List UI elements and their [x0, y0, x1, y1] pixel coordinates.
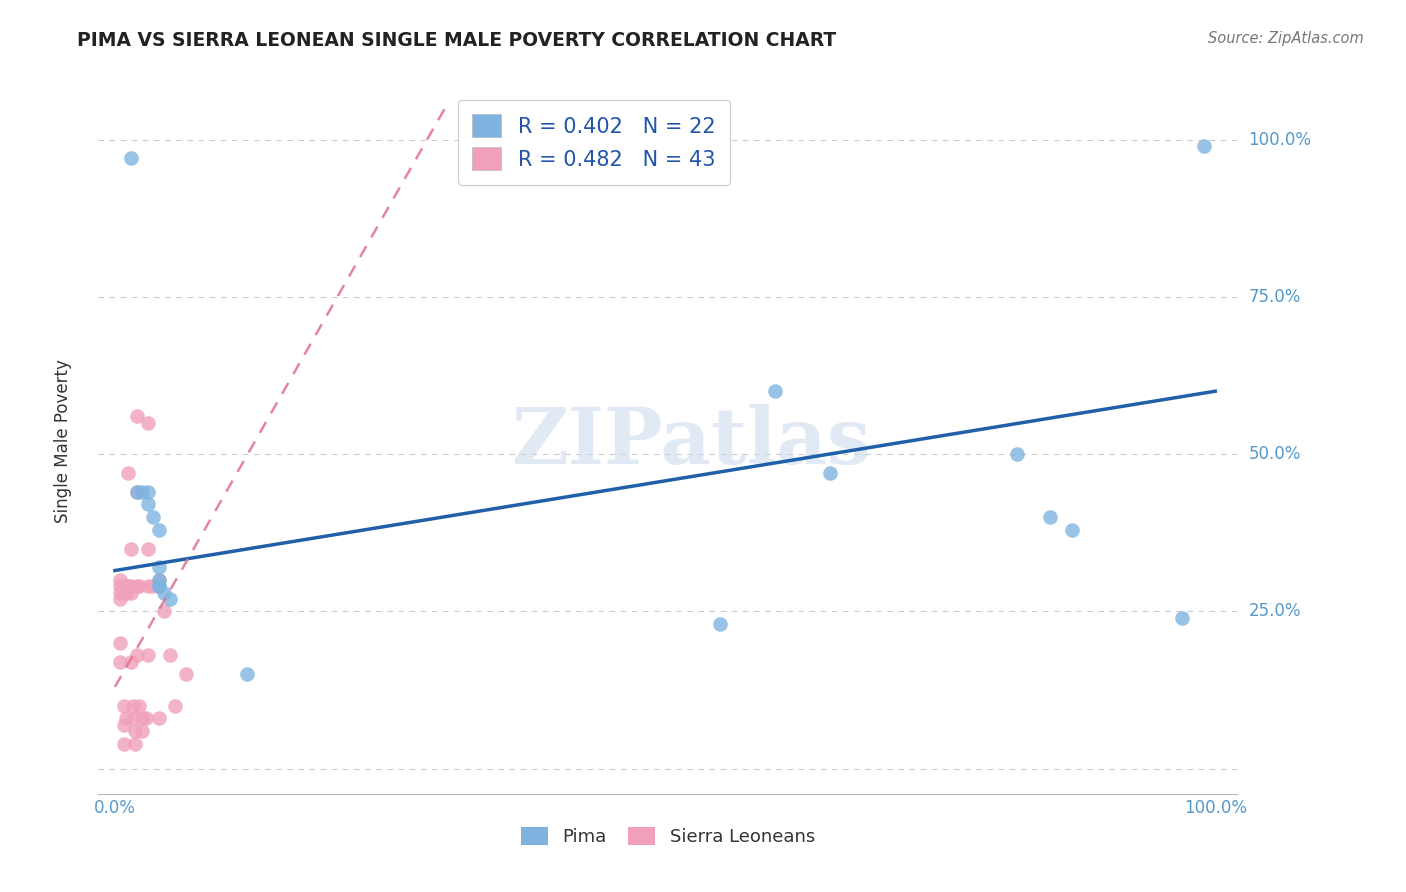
Point — [115, 585, 138, 599]
Point — [120, 585, 142, 599]
Point — [115, 579, 138, 593]
Point — [159, 648, 181, 663]
Point — [128, 698, 150, 713]
Point — [818, 466, 841, 480]
Point — [112, 737, 135, 751]
Point — [148, 711, 170, 725]
Point — [120, 541, 142, 556]
Text: 75.0%: 75.0% — [1249, 288, 1301, 306]
Point — [125, 579, 148, 593]
Point — [136, 416, 159, 430]
Point — [763, 384, 786, 399]
Point — [121, 698, 143, 713]
Text: 100.0%: 100.0% — [1249, 130, 1312, 149]
Point — [120, 579, 142, 593]
Point — [110, 636, 132, 650]
Point — [110, 573, 132, 587]
Text: Source: ZipAtlas.com: Source: ZipAtlas.com — [1208, 31, 1364, 46]
Point — [1062, 523, 1084, 537]
Point — [165, 698, 187, 713]
Point — [148, 579, 170, 593]
Point — [128, 579, 150, 593]
Point — [136, 579, 159, 593]
Point — [125, 484, 148, 499]
Point — [115, 585, 138, 599]
Point — [131, 711, 153, 725]
Point — [148, 579, 170, 593]
Point — [135, 711, 157, 725]
Point — [115, 579, 138, 593]
Point — [153, 604, 176, 618]
Point — [131, 484, 153, 499]
Point — [1005, 447, 1028, 461]
Point — [125, 409, 148, 424]
Point — [159, 591, 181, 606]
Point — [1194, 138, 1216, 153]
Point — [112, 717, 135, 731]
Point — [110, 655, 132, 669]
Text: 50.0%: 50.0% — [1249, 445, 1301, 463]
Point — [136, 498, 159, 512]
Point — [148, 573, 170, 587]
Point — [110, 591, 132, 606]
Point — [120, 152, 142, 166]
Point — [125, 484, 148, 499]
Point — [120, 655, 142, 669]
Point — [115, 711, 138, 725]
Point — [117, 466, 139, 480]
Point — [124, 737, 146, 751]
Point — [1171, 611, 1194, 625]
Point — [709, 617, 731, 632]
Point — [148, 573, 170, 587]
Point — [148, 560, 170, 574]
Point — [122, 711, 145, 725]
Point — [110, 579, 132, 593]
Point — [153, 585, 176, 599]
Text: PIMA VS SIERRA LEONEAN SINGLE MALE POVERTY CORRELATION CHART: PIMA VS SIERRA LEONEAN SINGLE MALE POVER… — [77, 31, 837, 50]
Point — [117, 579, 139, 593]
Point — [136, 648, 159, 663]
Y-axis label: Single Male Poverty: Single Male Poverty — [53, 359, 72, 524]
Point — [142, 510, 165, 524]
Point — [110, 585, 132, 599]
Point — [142, 579, 165, 593]
Point — [148, 523, 170, 537]
Text: 0.0%: 0.0% — [94, 799, 136, 817]
Point — [112, 698, 135, 713]
Point — [136, 484, 159, 499]
Point — [136, 541, 159, 556]
Text: 100.0%: 100.0% — [1184, 799, 1247, 817]
Text: 25.0%: 25.0% — [1249, 602, 1301, 621]
Text: ZIPatlas: ZIPatlas — [510, 403, 870, 480]
Point — [125, 648, 148, 663]
Point — [236, 667, 259, 681]
Legend: Pima, Sierra Leoneans: Pima, Sierra Leoneans — [512, 818, 824, 855]
Point — [124, 723, 146, 738]
Point — [131, 723, 153, 738]
Point — [1039, 510, 1062, 524]
Point — [176, 667, 198, 681]
